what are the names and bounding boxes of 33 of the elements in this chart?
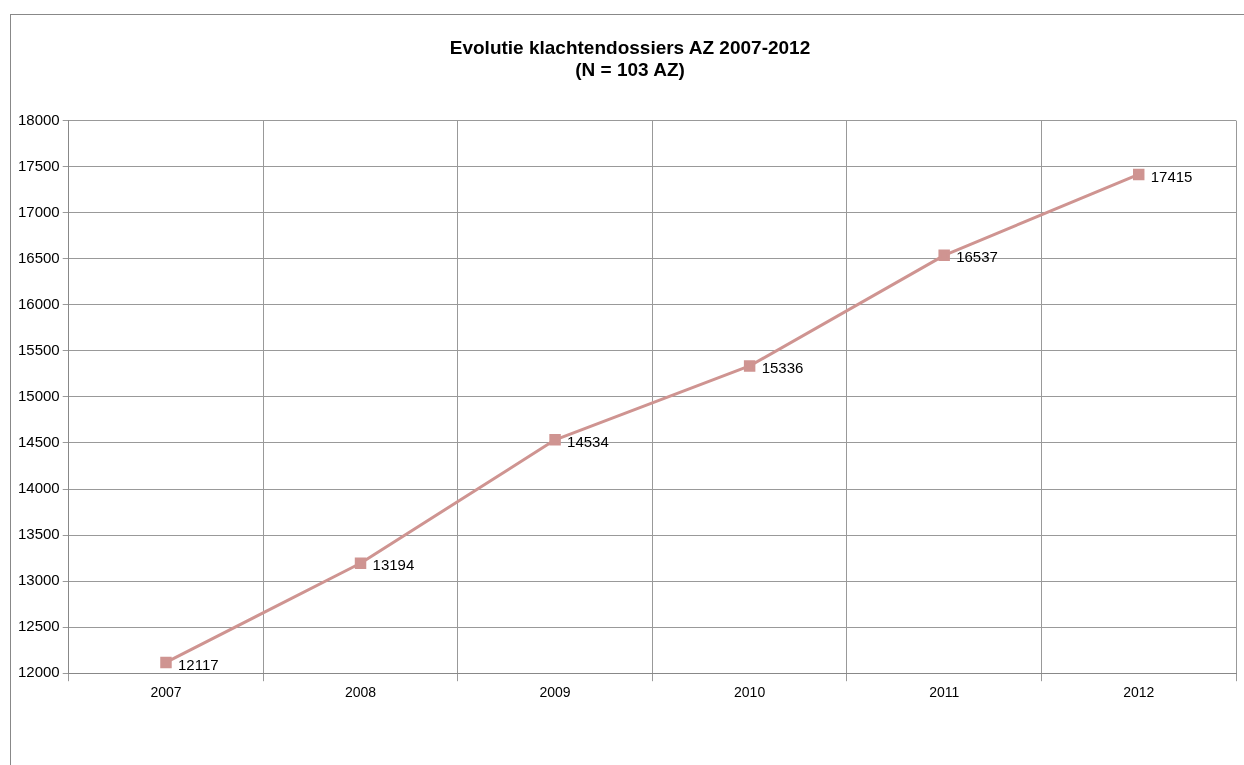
y-tick-label: 12000 bbox=[17, 663, 60, 681]
y-tick-label: 17000 bbox=[17, 202, 60, 220]
point bbox=[354, 557, 367, 569]
data-label: 17415 bbox=[1150, 167, 1193, 185]
x-tick-label: 2010 bbox=[734, 684, 766, 701]
x-tick-label: 2011 bbox=[929, 684, 960, 701]
y-tick-label: 16000 bbox=[17, 294, 60, 312]
y-tick-label: 13000 bbox=[17, 571, 60, 589]
x-tick-label: 2012 bbox=[1123, 684, 1155, 701]
y-tick-label: 15000 bbox=[17, 387, 60, 405]
point bbox=[549, 434, 561, 446]
data-label: 13194 bbox=[372, 556, 415, 574]
y-tick-label: 18000 bbox=[17, 110, 60, 128]
y-tick-label: 14500 bbox=[17, 433, 60, 451]
chart-title: Evolutie klachtendossiers AZ 2007-2012 bbox=[449, 36, 811, 58]
point bbox=[160, 656, 172, 669]
point bbox=[1132, 168, 1145, 181]
y-tick-label: 12500 bbox=[17, 617, 60, 635]
x-tick-label: 2007 bbox=[150, 684, 182, 701]
x-tick-label: 2009 bbox=[539, 684, 571, 701]
x-tick-label: 2008 bbox=[344, 684, 377, 701]
point bbox=[938, 249, 950, 262]
y-tick-label: 14000 bbox=[17, 479, 60, 497]
chart-subtitle: (N = 103 AZ) bbox=[575, 59, 685, 81]
data-label: 15336 bbox=[761, 359, 804, 377]
y-tick-label: 15500 bbox=[17, 340, 60, 358]
data-label: 16537 bbox=[956, 248, 998, 266]
y-tick-label: 16500 bbox=[17, 248, 60, 266]
y-tick-label: 13500 bbox=[17, 525, 60, 543]
y-tick-label: 17500 bbox=[17, 156, 60, 174]
data-label: 14534 bbox=[567, 432, 609, 450]
point bbox=[743, 360, 756, 372]
data-label: 12117 bbox=[177, 655, 219, 673]
